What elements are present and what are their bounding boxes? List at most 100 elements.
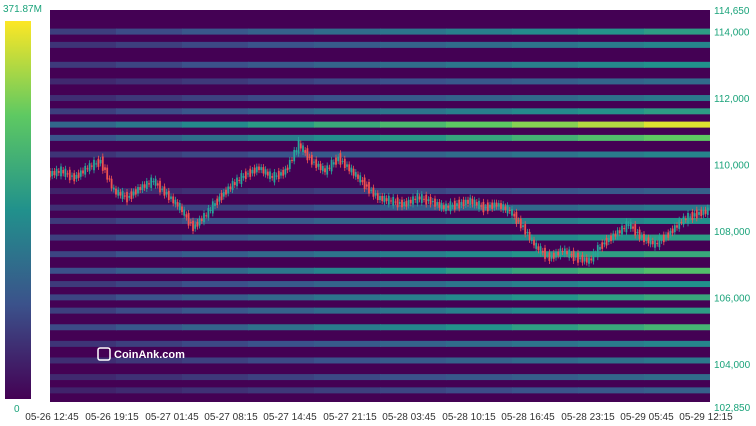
heatmap-band-segment bbox=[644, 267, 710, 274]
colorbar-min-label: 0 bbox=[14, 404, 20, 415]
candle-body bbox=[588, 257, 590, 264]
candle-body bbox=[647, 237, 650, 244]
heatmap-band-segment bbox=[116, 188, 183, 195]
candle-body bbox=[504, 206, 507, 210]
heatmap-band-segment bbox=[446, 151, 513, 158]
heatmap-band-segment bbox=[578, 204, 645, 211]
heatmap-band-segment bbox=[578, 267, 645, 274]
heatmap-band-segment bbox=[644, 307, 710, 314]
heatmap-band-segment bbox=[380, 251, 447, 258]
heatmap-band-segment bbox=[380, 134, 447, 141]
heatmap-band-segment bbox=[314, 267, 381, 274]
heatmap-band-segment bbox=[182, 188, 249, 195]
candle-body bbox=[464, 199, 467, 206]
heatmap-band-segment bbox=[578, 251, 645, 258]
heatmap-band-segment bbox=[578, 357, 645, 364]
candle-body bbox=[438, 202, 441, 208]
heatmap-band-segment bbox=[50, 294, 117, 301]
heatmap-band-segment bbox=[644, 387, 710, 394]
candle-body bbox=[640, 235, 643, 238]
heatmap-band-segment bbox=[512, 374, 579, 381]
candle-body bbox=[82, 170, 84, 174]
heatmap-band-segment bbox=[314, 41, 381, 48]
heatmap-band-segment bbox=[116, 251, 183, 258]
candle-body bbox=[526, 231, 529, 234]
y-tick-label: 112,000 bbox=[714, 94, 750, 105]
candle-body bbox=[73, 173, 76, 182]
candle-body bbox=[590, 258, 593, 261]
heatmap-band-segment bbox=[578, 151, 645, 158]
heatmap-band-segment bbox=[512, 61, 579, 68]
candle-body bbox=[108, 178, 111, 180]
heatmap-band-segment bbox=[248, 108, 315, 115]
heatmap-band-segment bbox=[116, 294, 183, 301]
candle-body bbox=[658, 236, 661, 248]
heatmap-band-segment bbox=[248, 188, 315, 195]
heatmap-band-segment bbox=[446, 281, 513, 288]
heatmap-band-segment bbox=[578, 121, 645, 128]
candle-body bbox=[592, 251, 595, 262]
heatmap-band-segment bbox=[512, 41, 579, 48]
heatmap-band-segment bbox=[50, 61, 117, 68]
candle-body bbox=[405, 200, 408, 207]
x-tick-label: 05-27 01:45 bbox=[145, 412, 199, 423]
heatmap-band-segment bbox=[644, 234, 710, 241]
heatmap-band-segment bbox=[446, 357, 513, 364]
heatmap-band-segment bbox=[512, 204, 579, 211]
candle-body bbox=[293, 149, 296, 162]
candle-body bbox=[603, 242, 606, 245]
candle-body bbox=[440, 203, 443, 209]
y-axis: 102,850 104,000 106,000 108,000 110,000 112,0… bbox=[714, 6, 751, 414]
candle-body bbox=[119, 192, 122, 196]
heatmap-band-segment bbox=[50, 340, 117, 347]
candle-body bbox=[374, 193, 377, 196]
candle-body bbox=[319, 163, 322, 171]
heatmap-band-segment bbox=[248, 357, 315, 364]
heatmap-band-segment bbox=[644, 357, 710, 364]
heatmap-band-segment bbox=[446, 307, 513, 314]
candle-body bbox=[363, 177, 366, 190]
candle-body bbox=[473, 199, 476, 206]
candle-body bbox=[295, 150, 298, 153]
heatmap-band-segment bbox=[578, 188, 645, 195]
heatmap-band-segment bbox=[50, 281, 117, 288]
candle-body bbox=[442, 205, 445, 209]
heatmap-band-segment bbox=[50, 134, 117, 141]
candle-body bbox=[288, 159, 291, 170]
candle-body bbox=[271, 176, 274, 178]
heatmap-band-segment bbox=[182, 41, 249, 48]
candle-body bbox=[161, 188, 164, 190]
candle-body bbox=[585, 257, 588, 263]
candle-body bbox=[409, 199, 412, 204]
heatmap-band-segment bbox=[512, 108, 579, 115]
candle-body bbox=[75, 174, 78, 179]
candle-body bbox=[277, 170, 280, 180]
candle-body bbox=[218, 196, 221, 202]
candle-body bbox=[77, 172, 80, 178]
candle-body bbox=[651, 240, 654, 245]
candle-body bbox=[310, 154, 313, 165]
heatmap-band-segment bbox=[182, 95, 249, 102]
candle-body bbox=[185, 214, 188, 218]
candle-body bbox=[482, 201, 485, 213]
candle-body bbox=[434, 198, 436, 207]
heatmap-band-segment bbox=[248, 294, 315, 301]
candle-body bbox=[654, 239, 656, 248]
candle-body bbox=[669, 230, 672, 236]
heatmap-band-segment bbox=[314, 121, 381, 128]
candle-body bbox=[517, 220, 520, 222]
candle-body bbox=[480, 205, 483, 207]
candle-body bbox=[266, 171, 269, 176]
heatmap-band-segment bbox=[578, 387, 645, 394]
heatmap-band-segment bbox=[116, 307, 183, 314]
candle-body bbox=[159, 180, 161, 193]
candle-body bbox=[176, 202, 179, 207]
heatmap-band-segment bbox=[182, 374, 249, 381]
candle-body bbox=[614, 233, 617, 237]
heatmap-band-segment bbox=[578, 61, 645, 68]
candle-body bbox=[702, 209, 705, 215]
heatmap-band-segment bbox=[512, 188, 579, 195]
heatmap-band-segment bbox=[644, 217, 710, 224]
heatmap-band-segment bbox=[314, 151, 381, 158]
heatmap-band-segment bbox=[446, 234, 513, 241]
